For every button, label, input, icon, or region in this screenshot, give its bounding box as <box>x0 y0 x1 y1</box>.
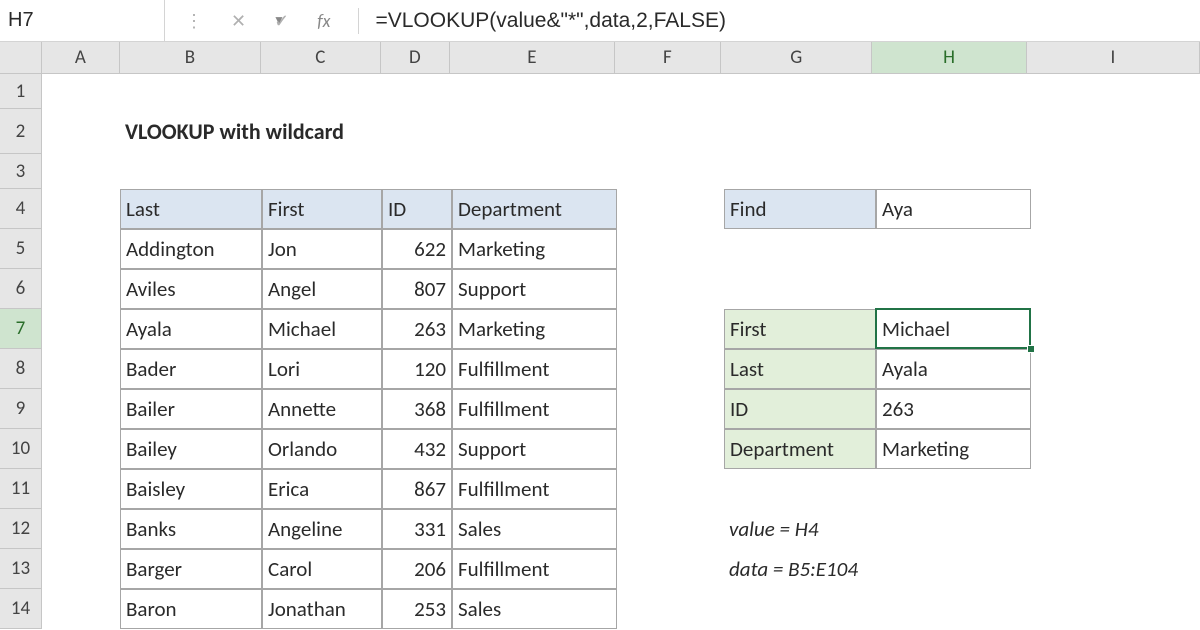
select-all-corner[interactable] <box>0 42 42 74</box>
table-cell[interactable]: Jonathan <box>262 589 382 629</box>
row-header-12[interactable]: 12 <box>0 509 41 549</box>
table-cell[interactable]: Michael <box>262 309 382 349</box>
table-cell[interactable]: Annette <box>262 389 382 429</box>
column-header-B[interactable]: B <box>120 42 261 73</box>
row-header-8[interactable]: 8 <box>0 349 41 389</box>
note-text: data = B5:E104 <box>724 549 1024 589</box>
row-header-9[interactable]: 9 <box>0 389 41 429</box>
table-cell[interactable]: Fulfillment <box>452 349 617 389</box>
row-headers: 1234567891011121314 <box>0 74 42 629</box>
page-title: VLOOKUP with wildcard <box>120 109 620 154</box>
table-cell[interactable]: Barger <box>120 549 262 589</box>
table-cell[interactable]: Bader <box>120 349 262 389</box>
formula-input[interactable] <box>359 9 1200 33</box>
column-header-C[interactable]: C <box>261 42 380 73</box>
column-header-I[interactable]: I <box>1027 42 1200 73</box>
table-cell[interactable]: Bailey <box>120 429 262 469</box>
table-cell[interactable]: Support <box>452 269 617 309</box>
table-cell[interactable]: Orlando <box>262 429 382 469</box>
table-cell[interactable]: Erica <box>262 469 382 509</box>
table-cell[interactable]: Lori <box>262 349 382 389</box>
table-cell[interactable]: Bailer <box>120 389 262 429</box>
table-cell[interactable]: Angeline <box>262 509 382 549</box>
table-cell[interactable]: Carol <box>262 549 382 589</box>
result-value[interactable]: Ayala <box>876 349 1031 389</box>
table-cell[interactable]: 331 <box>382 509 452 549</box>
row-header-5[interactable]: 5 <box>0 229 41 269</box>
table-cell[interactable]: Banks <box>120 509 262 549</box>
fx-icon[interactable]: fx <box>317 10 330 32</box>
row-header-7[interactable]: 7 <box>0 309 41 349</box>
column-header-G[interactable]: G <box>721 42 872 73</box>
result-label: Department <box>724 429 876 469</box>
table-cell[interactable]: Fulfillment <box>452 389 617 429</box>
result-label: Last <box>724 349 876 389</box>
row-header-14[interactable]: 14 <box>0 589 41 629</box>
table-cell[interactable]: Addington <box>120 229 262 269</box>
name-box-container: ▼ <box>0 0 165 41</box>
table-cell[interactable]: Fulfillment <box>452 549 617 589</box>
result-label: First <box>724 309 876 349</box>
find-label: Find <box>724 189 876 229</box>
table-cell[interactable]: Fulfillment <box>452 469 617 509</box>
fill-handle[interactable] <box>1027 345 1035 353</box>
table-cell[interactable]: 368 <box>382 389 452 429</box>
column-headers: ABCDEFGHI <box>42 42 1200 74</box>
cells-layer: VLOOKUP with wildcardLastFirstIDDepartme… <box>42 74 1200 630</box>
table-cell[interactable]: 263 <box>382 309 452 349</box>
table-cell[interactable]: Ayala <box>120 309 262 349</box>
row-header-10[interactable]: 10 <box>0 429 41 469</box>
table-cell[interactable]: Baron <box>120 589 262 629</box>
column-header-F[interactable]: F <box>615 42 722 73</box>
result-label: ID <box>724 389 876 429</box>
table-cell[interactable]: Aviles <box>120 269 262 309</box>
table-cell[interactable]: 622 <box>382 229 452 269</box>
table-header: Last <box>120 189 262 229</box>
table-cell[interactable]: Baisley <box>120 469 262 509</box>
cancel-icon[interactable]: ✕ <box>231 10 246 32</box>
column-header-A[interactable]: A <box>42 42 120 73</box>
find-value[interactable]: Aya <box>876 189 1031 229</box>
row-header-3[interactable]: 3 <box>0 154 41 189</box>
column-header-D[interactable]: D <box>381 42 451 73</box>
column-header-E[interactable]: E <box>450 42 614 73</box>
table-cell[interactable]: 206 <box>382 549 452 589</box>
table-cell[interactable]: Marketing <box>452 229 617 269</box>
formula-bar-actions: ⋮ ✕ ✓ fx <box>165 10 358 32</box>
column-header-H[interactable]: H <box>872 42 1026 73</box>
table-cell[interactable]: 807 <box>382 269 452 309</box>
table-cell[interactable]: Sales <box>452 589 617 629</box>
result-value[interactable]: Marketing <box>876 429 1031 469</box>
table-cell[interactable]: Sales <box>452 509 617 549</box>
table-cell[interactable]: Support <box>452 429 617 469</box>
result-value[interactable]: Michael <box>876 309 1031 349</box>
row-header-1[interactable]: 1 <box>0 74 41 109</box>
table-cell[interactable]: 253 <box>382 589 452 629</box>
result-value[interactable]: 263 <box>876 389 1031 429</box>
table-cell[interactable]: 432 <box>382 429 452 469</box>
row-header-11[interactable]: 11 <box>0 469 41 509</box>
formula-bar: ▼ ⋮ ✕ ✓ fx <box>0 0 1200 42</box>
table-cell[interactable]: Angel <box>262 269 382 309</box>
table-header: ID <box>382 189 452 229</box>
table-cell[interactable]: 867 <box>382 469 452 509</box>
row-header-13[interactable]: 13 <box>0 549 41 589</box>
table-cell[interactable]: 120 <box>382 349 452 389</box>
table-header: First <box>262 189 382 229</box>
table-cell[interactable]: Marketing <box>452 309 617 349</box>
note-text: value = H4 <box>724 509 1024 549</box>
table-header: Department <box>452 189 617 229</box>
row-header-6[interactable]: 6 <box>0 269 41 309</box>
confirm-icon[interactable]: ✓ <box>274 10 289 32</box>
row-header-2[interactable]: 2 <box>0 109 41 154</box>
spreadsheet-grid: ABCDEFGHI 1234567891011121314 VLOOKUP wi… <box>0 42 1200 630</box>
dots-icon: ⋮ <box>185 10 203 32</box>
table-cell[interactable]: Jon <box>262 229 382 269</box>
row-header-4[interactable]: 4 <box>0 189 41 229</box>
